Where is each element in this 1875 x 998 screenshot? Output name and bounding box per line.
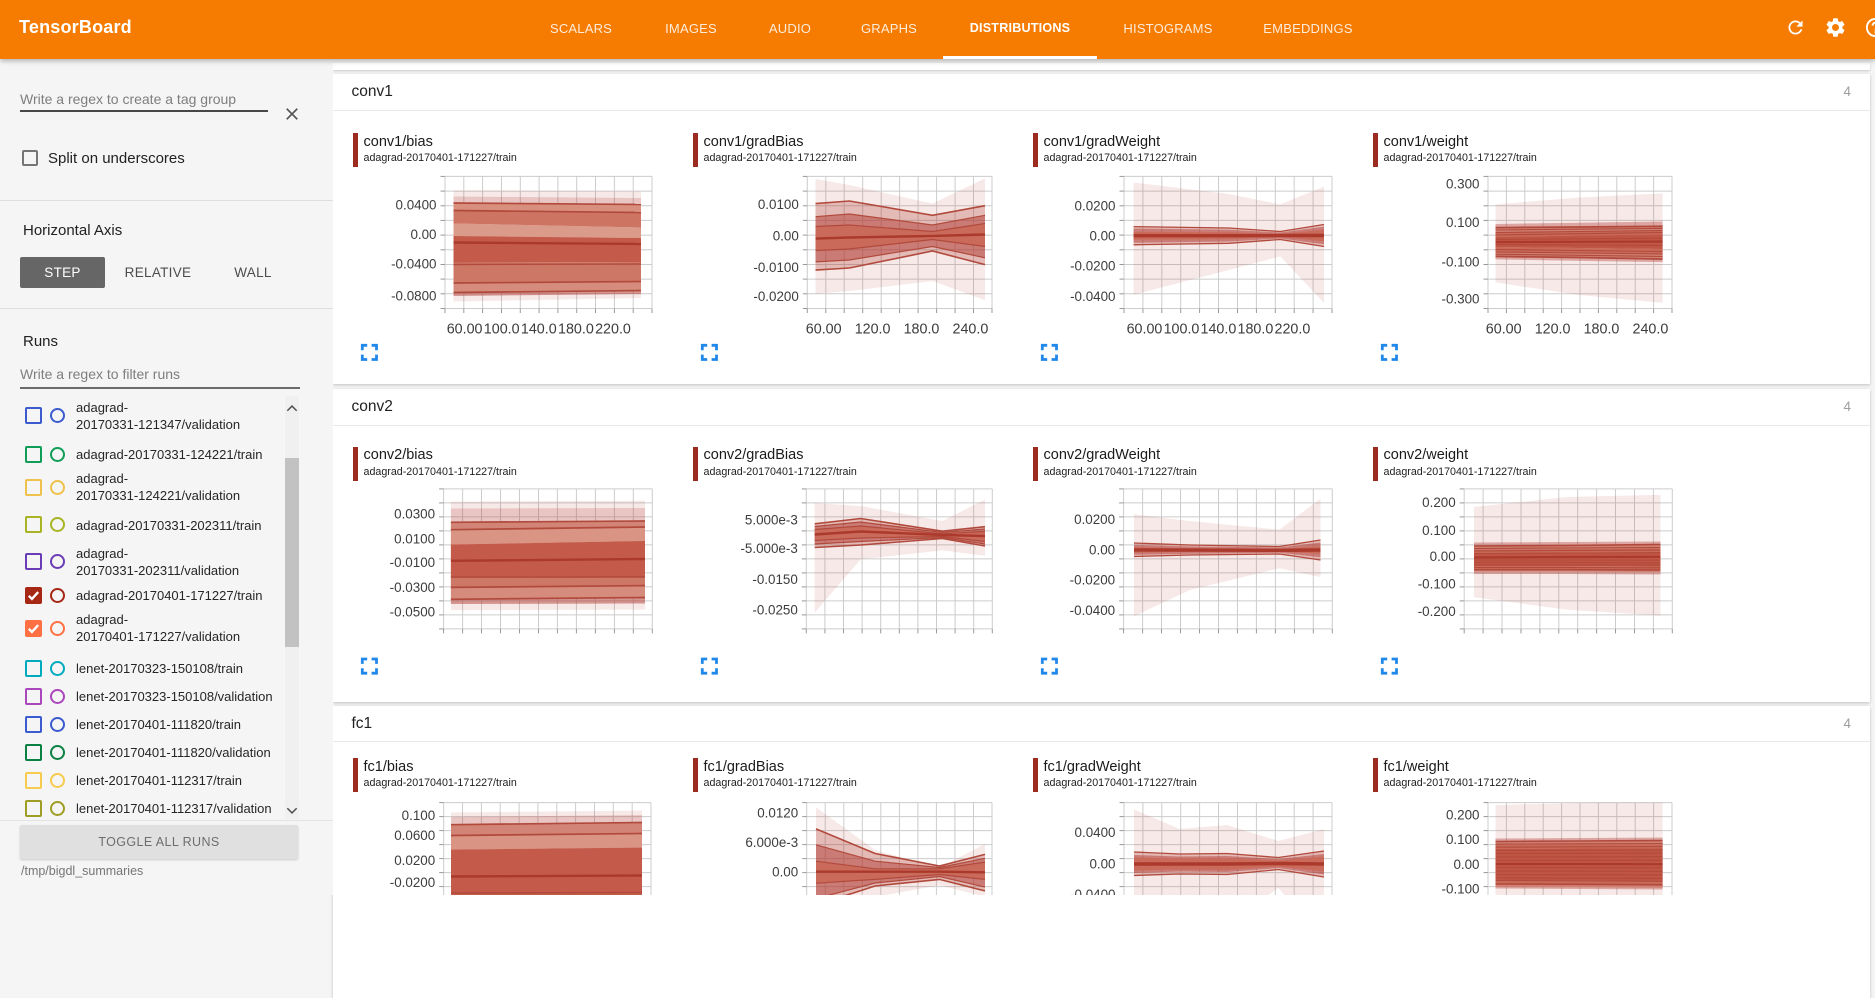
svg-text:-0.0400: -0.0400 [1070,887,1115,895]
svg-text:-0.0250: -0.0250 [752,602,797,617]
svg-text:0.00: 0.00 [772,864,798,879]
svg-text:-0.0100: -0.0100 [390,555,435,570]
svg-text:0.0300: 0.0300 [394,507,435,522]
svg-text:-0.0400: -0.0400 [391,257,436,272]
svg-text:240.0: 240.0 [953,322,989,338]
svg-text:100.0: 100.0 [1164,322,1200,338]
svg-text:0.00: 0.00 [410,227,436,242]
svg-text:180.0: 180.0 [1238,322,1274,338]
svg-text:-0.100: -0.100 [1442,882,1480,896]
svg-text:0.200: 0.200 [1422,495,1456,510]
svg-text:60.00: 60.00 [1127,322,1163,338]
svg-text:0.00: 0.00 [1430,549,1456,564]
svg-text:-0.0400: -0.0400 [1070,603,1115,618]
svg-text:140.0: 140.0 [521,322,557,338]
svg-text:220.0: 220.0 [1275,322,1311,338]
svg-text:-0.100: -0.100 [1442,255,1480,270]
svg-text:60.00: 60.00 [1486,322,1522,338]
svg-text:0.0200: 0.0200 [1074,512,1115,527]
svg-text:6.000e-3: 6.000e-3 [745,835,798,850]
svg-text:-0.0300: -0.0300 [390,580,435,595]
svg-text:240.0: 240.0 [1633,322,1669,338]
svg-text:100.0: 100.0 [484,322,520,338]
svg-text:-0.0400: -0.0400 [1070,289,1115,304]
svg-text:60.00: 60.00 [806,322,842,338]
svg-text:-0.0200: -0.0200 [390,875,435,890]
svg-text:-0.200: -0.200 [1418,604,1456,619]
svg-text:180.0: 180.0 [904,322,940,338]
svg-text:180.0: 180.0 [1584,322,1620,338]
svg-text:5.000e-3: 5.000e-3 [745,513,798,528]
svg-text:0.100: 0.100 [1422,523,1456,538]
svg-text:-0.0150: -0.0150 [752,572,797,587]
svg-text:-0.0100: -0.0100 [753,260,798,275]
svg-text:140.0: 140.0 [1201,322,1237,338]
svg-text:0.0200: 0.0200 [394,853,435,868]
svg-text:0.00: 0.00 [1089,542,1115,557]
svg-text:0.100: 0.100 [1446,832,1480,847]
svg-text:-0.0200: -0.0200 [1070,259,1115,274]
svg-text:-0.300: -0.300 [1442,292,1480,307]
svg-text:-5.000e-3: -5.000e-3 [740,541,797,556]
svg-text:0.00: 0.00 [1453,857,1479,872]
svg-text:0.0100: 0.0100 [758,197,799,212]
svg-text:-0.100: -0.100 [1418,577,1456,592]
svg-text:0.0400: 0.0400 [396,198,437,213]
svg-text:180.0: 180.0 [558,322,594,338]
svg-text:0.00: 0.00 [1089,229,1115,244]
svg-text:0.100: 0.100 [402,808,436,823]
svg-text:0.300: 0.300 [1446,177,1480,192]
svg-text:0.00: 0.00 [1089,857,1115,872]
svg-text:220.0: 220.0 [595,322,631,338]
svg-text:-0.0200: -0.0200 [753,289,798,304]
svg-text:0.0600: 0.0600 [394,828,435,843]
svg-text:0.0400: 0.0400 [1075,825,1116,840]
svg-text:0.100: 0.100 [1446,215,1480,230]
svg-text:60.00: 60.00 [447,322,483,338]
svg-text:-0.0800: -0.0800 [391,289,436,304]
svg-text:120.0: 120.0 [855,322,891,338]
svg-text:0.0200: 0.0200 [1075,198,1116,213]
svg-text:-0.0200: -0.0200 [1070,573,1115,588]
svg-text:0.0100: 0.0100 [394,531,435,546]
svg-text:120.0: 120.0 [1535,322,1571,338]
svg-text:0.0120: 0.0120 [757,805,798,820]
svg-text:0.00: 0.00 [773,229,799,244]
svg-text:0.200: 0.200 [1446,807,1480,822]
svg-text:-0.0500: -0.0500 [390,605,435,620]
